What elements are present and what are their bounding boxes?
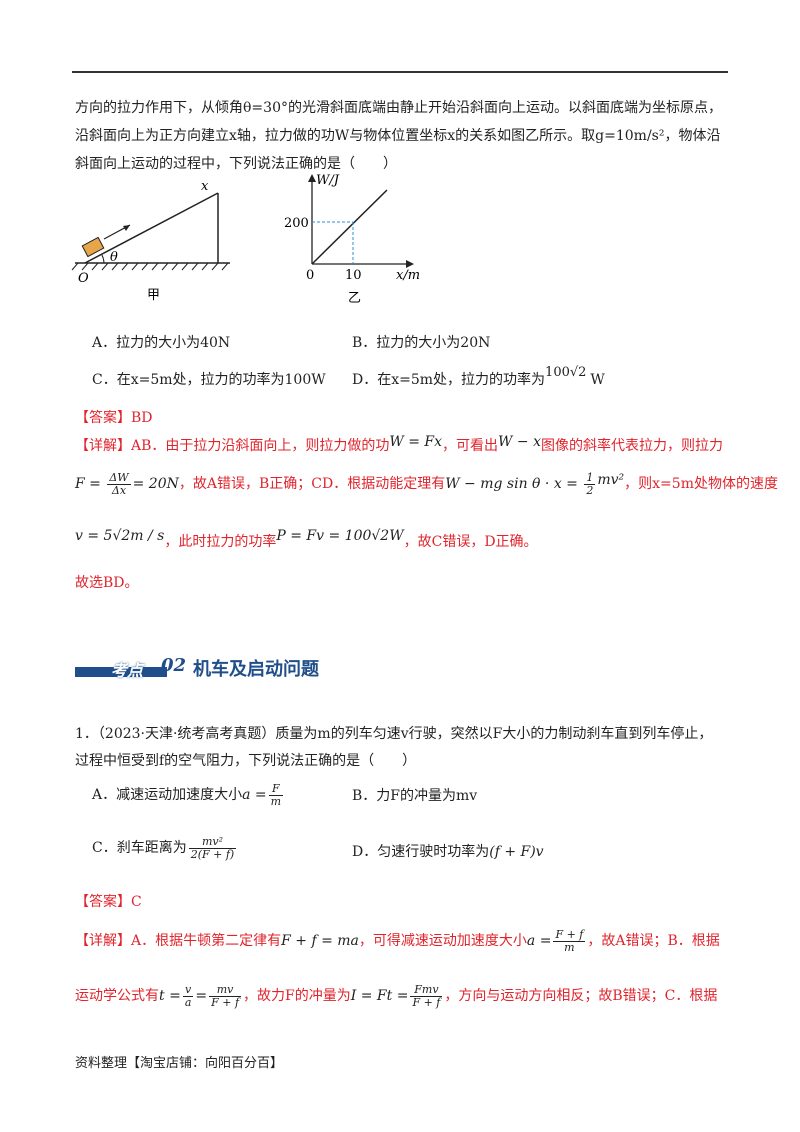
p1-conclusion: 故选BD。 (75, 575, 139, 591)
p2-detail-line1: 【详解】A．根据牛顿第二定律有F + f = ma，可得减速运动加速度大小a =… (75, 927, 720, 954)
p2-option-d: D．匀速行驶时功率为(f + F)v (352, 844, 544, 860)
graph-ytick: 200 (284, 216, 309, 231)
p2-answer: 【答案】C (75, 894, 142, 910)
section-title: 机车及启动问题 (193, 659, 319, 680)
footer-note: 资料整理【淘宝店铺：向阳百分百】 (75, 1056, 284, 1071)
p2-line2: 过程中恒受到f的空气阻力，下列说法正确的是（ ） (75, 753, 417, 769)
section-heading: 考点 02 机车及启动问题 (75, 655, 475, 683)
caption-yi: 乙 (348, 291, 361, 306)
header-rule (72, 71, 728, 73)
p1-option-c: C．在x=5m处，拉力的功率为100W (92, 372, 326, 388)
label-origin: O (78, 271, 89, 286)
p1-detail-line2: F = ΔW Δx = 20N，故A错误，B正确；CD．根据动能定理有W − mg … (75, 470, 778, 497)
p1-option-d: D．在x=5m处，拉力的功率为100√2 W (352, 365, 605, 388)
figure-incline: θ x O 甲 (71, 179, 230, 303)
p1-detail-line1: 【详解】AB．由于拉力沿斜面向上，则拉力做的功W = Fx，可看出W − x图像… (75, 434, 723, 454)
p1-option-a: A．拉力的大小为40N (92, 335, 231, 351)
section-kd: 考点 (111, 661, 144, 680)
caption-jia: 甲 (147, 288, 160, 303)
p2-line1: 1．（2023·天津·统考高考真题）质量为m的列车匀速v行驶，突然以F大小的力制… (75, 726, 713, 742)
p1-line2: 沿斜面向上为正方向建立x轴，拉力做的功W与物体位置坐标x的关系如图乙所示。取g=… (75, 128, 721, 144)
section-number: 02 (161, 655, 187, 676)
p1-detail-line3: v = 5√2m / s，此时拉力的功率P = Fv = 100√2W，故C错误… (75, 528, 538, 550)
p2-option-c: C．刹车距离为 mv² 2(F + f) (92, 834, 237, 861)
graph-xtick: 10 (345, 268, 362, 283)
graph-ylabel: W/J (316, 173, 340, 188)
figure-w-x-graph: W/J 200 0 10 x/m 乙 (284, 173, 420, 306)
label-theta: θ (110, 250, 118, 265)
graph-origin: 0 (306, 268, 314, 283)
p1-line3: 斜面向上运动的过程中，下列说法正确的是（ ） (75, 156, 397, 172)
p2-detail-line2: 运动学公式有t = v a = mv F + f ，故力F的冲量为I = Ft = Fmv F … (75, 982, 718, 1009)
graph-xlabel: x/m (396, 268, 420, 283)
section-bar (75, 667, 167, 677)
p1-option-b: B．拉力的大小为20N (352, 335, 491, 351)
p2-option-b: B．力F的冲量为mv (352, 788, 478, 804)
p1-line1: 方向的拉力作用下，从倾角θ=30°的光滑斜面底端由静止开始沿斜面向上运动。以斜面… (75, 100, 722, 116)
p1-answer: 【答案】BD (75, 410, 153, 426)
label-x: x (201, 179, 209, 194)
